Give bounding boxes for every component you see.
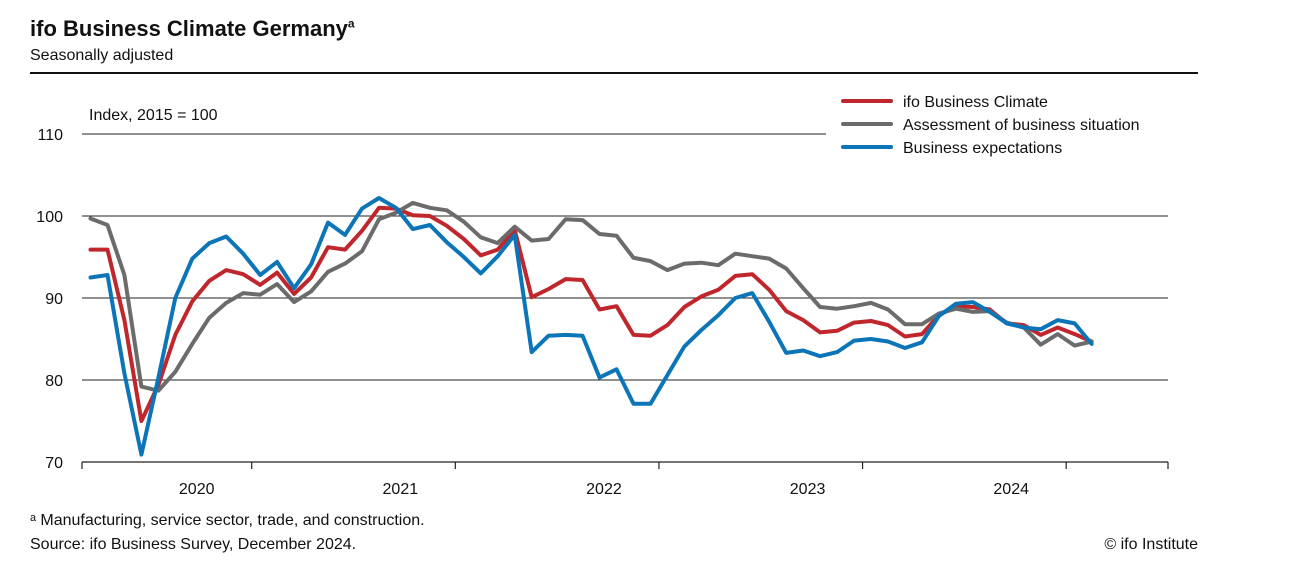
title-footnote-marker: a bbox=[347, 16, 355, 31]
x-tick-label: 2021 bbox=[383, 481, 419, 498]
axis-layer: 70 80 90 100 110 2020 2021 2022 2023 2024 bbox=[36, 127, 1169, 498]
legend-label: Business expectations bbox=[903, 140, 1062, 157]
unit-label: Index, 2015 = 100 bbox=[89, 107, 218, 124]
grid-layer bbox=[82, 133, 1168, 381]
series-line-2 bbox=[88, 200, 1094, 393]
x-tick-label: 2020 bbox=[179, 481, 215, 498]
footnote: ᵃ Manufacturing, service sector, trade, … bbox=[30, 512, 425, 529]
header-rule bbox=[30, 72, 1198, 74]
chart-subtitle: Seasonally adjusted bbox=[30, 47, 174, 64]
x-tick-label: 2023 bbox=[790, 481, 826, 498]
chart-title: ifo Business Climate Germanya bbox=[30, 16, 355, 42]
y-tick-label: 100 bbox=[36, 209, 63, 226]
series-line-3 bbox=[88, 196, 1094, 457]
legend-label: Assessment of business situation bbox=[903, 117, 1140, 134]
legend-label: ifo Business Climate bbox=[903, 94, 1048, 111]
y-tick-label: 90 bbox=[45, 291, 63, 308]
series-line-1 bbox=[88, 205, 1094, 423]
y-tick-label: 70 bbox=[45, 455, 63, 472]
copyright-note: © ifo Institute bbox=[1104, 536, 1198, 553]
y-tick-label: 80 bbox=[45, 373, 63, 390]
series-layer bbox=[88, 196, 1094, 457]
x-tick-label: 2022 bbox=[586, 481, 622, 498]
source-note: Source: ifo Business Survey, December 20… bbox=[30, 536, 357, 553]
y-tick-label: 110 bbox=[37, 127, 63, 144]
legend: ifo Business Climate Assessment of busine… bbox=[841, 94, 1140, 157]
x-tick-label: 2024 bbox=[993, 481, 1029, 498]
chart-title-text: ifo Business Climate Germany bbox=[30, 16, 348, 41]
